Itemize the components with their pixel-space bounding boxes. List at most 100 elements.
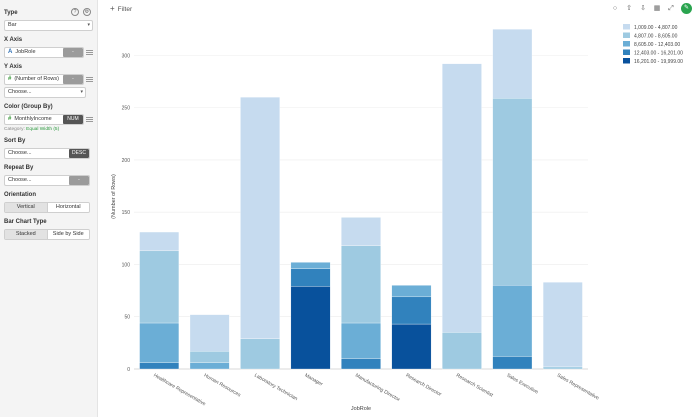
bar-segment: [139, 231, 180, 252]
legend-label: 12,403.00 - 16,201.00: [634, 51, 683, 57]
y-axis-title: (Number of Rows): [111, 174, 117, 219]
legend-swatch: [623, 49, 630, 55]
bar-segment: [492, 98, 533, 286]
x-axis-field[interactable]: A JobRole -: [4, 47, 84, 58]
y-axis-value: (Number of Rows): [14, 76, 59, 82]
x-tick-label: Research Scientist: [455, 373, 495, 399]
y-tick-label: 100: [122, 262, 131, 268]
bar-segment: [139, 250, 180, 324]
bar-segment: [189, 314, 230, 352]
x-tick-label: Research Director: [404, 373, 442, 399]
toolbar: ○ ⇧ ⇩ ▦ ⤢ ✎: [611, 3, 692, 14]
repeat-by-field[interactable]: Choose... -: [4, 175, 90, 186]
bar-chart-type-toggle: Stacked Side by Side: [4, 229, 90, 240]
type-select[interactable]: Bar ▾: [4, 20, 93, 31]
repeat-by-label: Repeat By: [4, 165, 34, 171]
x-tick-label: Manufacturing Director: [354, 373, 401, 404]
y-tick-label: 0: [127, 367, 130, 373]
y-axis-field[interactable]: # (Number of Rows) -: [4, 74, 84, 85]
x-tick-label: Laboratory Technician: [253, 373, 298, 403]
question-icon[interactable]: ?: [71, 8, 79, 16]
num-button[interactable]: NUM: [63, 115, 83, 124]
legend-label: 4,807.00 - 8,605.00: [634, 34, 678, 40]
bar-segment: [189, 362, 230, 370]
bar-segment: [542, 282, 583, 368]
category-prefix: Category:: [4, 127, 25, 132]
x-tick-label: Sales Executive: [505, 373, 539, 396]
y-axis-extra-value: Choose...: [8, 89, 32, 95]
sort-by-field[interactable]: Choose... DESC: [4, 148, 90, 159]
bar-segment: [442, 332, 482, 370]
bar-segment: [139, 322, 180, 363]
repeat-by-value: Choose...: [8, 177, 32, 183]
bar-segment: [492, 29, 533, 99]
orientation-horizontal[interactable]: Horizontal: [46, 203, 89, 212]
type-label: Type: [4, 10, 18, 16]
bar-segment: [542, 366, 583, 370]
x-axis-title: JobRole: [351, 406, 371, 412]
orientation-toggle: Vertical Horizontal: [4, 202, 90, 213]
category-link[interactable]: Equal Width (5): [26, 127, 60, 132]
desc-button[interactable]: DESC: [69, 149, 89, 158]
text-type-icon: A: [8, 49, 13, 55]
bar-segment: [290, 268, 331, 287]
x-axis-remove-button[interactable]: -: [63, 48, 83, 57]
x-axis-value: JobRole: [15, 49, 36, 55]
comment-icon[interactable]: ○: [612, 4, 618, 12]
table-icon[interactable]: ▦: [653, 4, 661, 12]
x-axis-menu-icon[interactable]: [86, 49, 93, 56]
sort-by-value: Choose...: [8, 150, 32, 156]
filter-button[interactable]: + Filter: [110, 4, 132, 13]
plus-icon: +: [110, 4, 115, 13]
legend-label: 1,009.00 - 4,807.00: [634, 25, 678, 31]
y-axis-remove-button[interactable]: -: [63, 75, 83, 84]
bar-segment: [391, 323, 432, 370]
bar-segment: [391, 285, 432, 298]
y-axis-extra-select[interactable]: Choose... ▾: [4, 87, 86, 98]
bar-type-stacked[interactable]: Stacked: [5, 230, 47, 239]
color-value: MonthlyIncome: [14, 116, 52, 122]
gear-icon[interactable]: ⚙: [83, 8, 91, 16]
bar-chart: 0 50 100 150 200 250 300 Healthcare Representat…: [111, 24, 683, 412]
expand-icon[interactable]: ⤢: [668, 4, 674, 12]
color-field[interactable]: # MonthlyIncome NUM: [4, 114, 84, 125]
upload-icon[interactable]: ⇧: [626, 4, 632, 12]
pin-icon[interactable]: ✎: [681, 3, 692, 14]
bar-segment: [341, 358, 381, 370]
bar-chart-type-label: Bar Chart Type: [4, 219, 47, 225]
y-tick-label: 150: [122, 210, 131, 216]
legend-swatch: [623, 32, 630, 38]
bar-type-side-by-side[interactable]: Side by Side: [46, 230, 89, 239]
left-panel: Type ? ⚙ Bar ▾ X Axis A JobRole - Y Axis…: [0, 0, 98, 417]
number-type-icon: #: [8, 76, 12, 82]
number-type-icon: #: [8, 116, 12, 122]
legend-label: 16,201.00 - 19,999.00: [634, 59, 683, 65]
y-tick-label: 50: [124, 315, 130, 321]
type-select-value: Bar: [8, 22, 17, 28]
bar-segment: [341, 217, 381, 246]
orientation-vertical[interactable]: Vertical: [5, 203, 47, 212]
bar-segment: [442, 63, 482, 333]
y-axis-menu-icon[interactable]: [86, 76, 93, 83]
bar-segment: [341, 322, 381, 359]
legend-label: 8,605.00 - 12,403.00: [634, 42, 680, 48]
orientation-label: Orientation: [4, 192, 37, 198]
y-tick-label: 300: [122, 53, 131, 59]
x-tick-label: Healthcare Representative: [152, 373, 206, 408]
filter-label: Filter: [117, 6, 133, 13]
x-tick-label: Sales Representative: [556, 373, 600, 402]
bar-segment: [492, 356, 533, 370]
sort-by-label: Sort By: [4, 138, 26, 144]
bar-segment: [240, 338, 280, 370]
bar-segment: [189, 351, 230, 363]
bar-segment: [492, 285, 533, 357]
y-axis-label: Y Axis: [4, 64, 23, 70]
color-menu-icon[interactable]: [86, 116, 93, 123]
bar-segment: [290, 286, 331, 370]
download-icon[interactable]: ⇩: [640, 4, 646, 12]
repeat-by-remove-button[interactable]: -: [69, 176, 89, 185]
category-note: Category: Equal Width (5): [4, 127, 93, 132]
color-label: Color (Group By): [4, 104, 53, 110]
bar-segment: [139, 362, 180, 370]
legend-swatch: [623, 58, 630, 64]
